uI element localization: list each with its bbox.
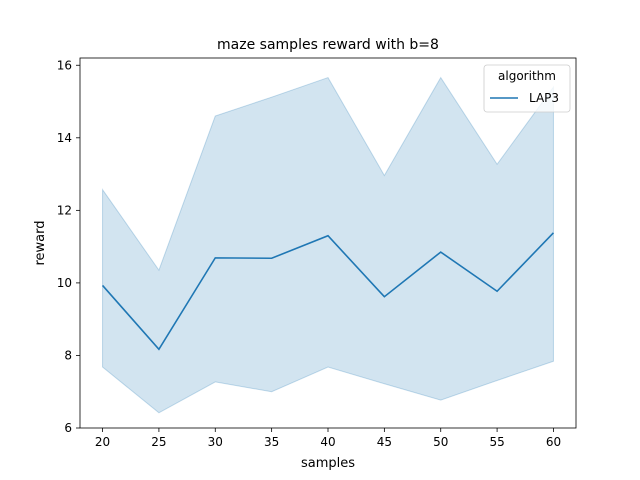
- y-tick-label: 8: [64, 348, 72, 362]
- x-tick-label: 35: [264, 435, 279, 449]
- x-tick-label: 45: [377, 435, 392, 449]
- plot-area: [101, 76, 555, 414]
- x-axis-label: samples: [301, 456, 355, 471]
- x-tick-label: 60: [546, 435, 561, 449]
- y-tick-label: 14: [57, 131, 72, 145]
- x-tick-label: 55: [489, 435, 504, 449]
- confidence-band-lap3: [102, 76, 554, 414]
- series-line-lap3: [101, 232, 555, 351]
- y-tick-label: 6: [64, 421, 72, 435]
- legend-title: algorithm: [498, 69, 556, 83]
- legend-box: [483, 64, 571, 113]
- chart-title: maze samples reward with b=8: [217, 37, 439, 53]
- x-axis: 20 25 30 35 40 45 50 55 60: [95, 428, 561, 449]
- x-tick-label: 50: [433, 435, 448, 449]
- legend: algorithm LAP3: [483, 64, 571, 113]
- x-tick-label: 20: [95, 435, 110, 449]
- legend-label-lap3: LAP3: [529, 91, 559, 105]
- y-axis: 6 8 10 12 14 16: [57, 58, 80, 435]
- y-tick-label: 10: [57, 276, 72, 290]
- x-tick-label: 30: [208, 435, 223, 449]
- y-axis-label: reward: [33, 220, 48, 265]
- x-tick-label: 25: [151, 435, 166, 449]
- y-tick-label: 12: [57, 203, 72, 217]
- y-tick-label: 16: [57, 58, 72, 72]
- x-tick-label: 40: [320, 435, 335, 449]
